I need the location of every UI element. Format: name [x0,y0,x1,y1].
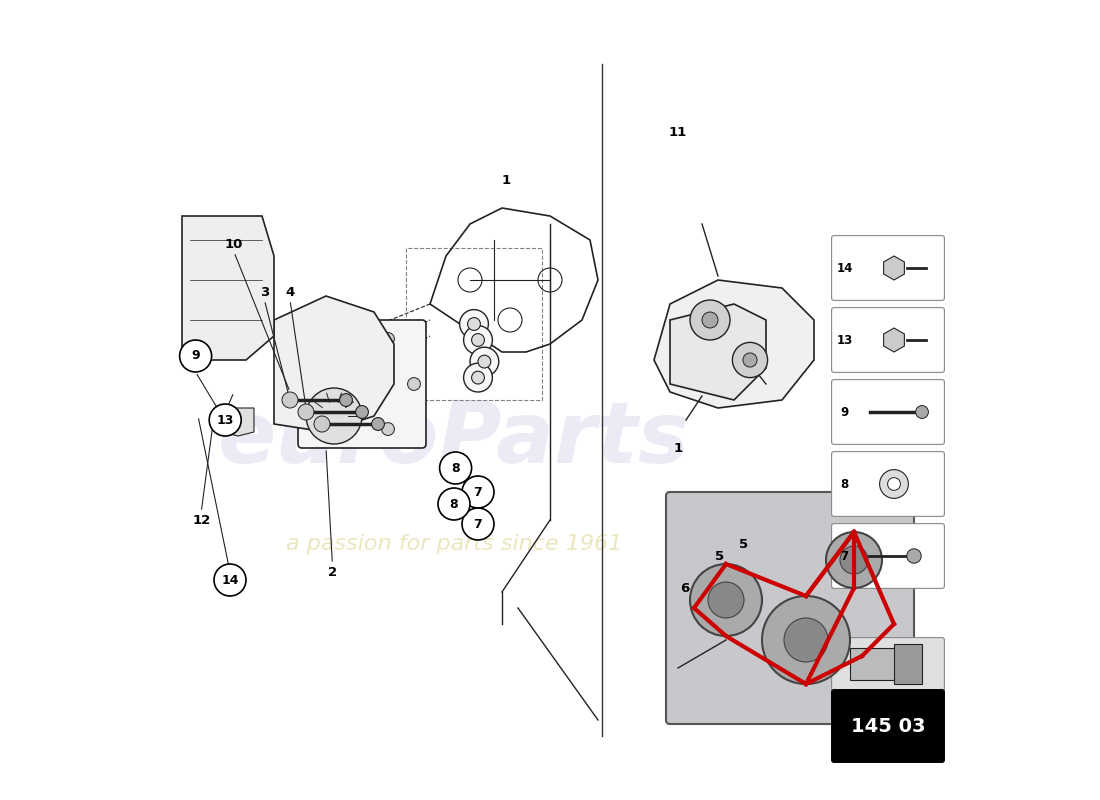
Polygon shape [883,256,904,280]
Text: 12: 12 [192,514,210,526]
Circle shape [468,318,481,330]
Text: euroParts: euroParts [218,398,690,482]
Polygon shape [222,408,254,436]
Circle shape [306,388,362,444]
Circle shape [330,422,342,435]
Polygon shape [654,280,814,408]
Circle shape [708,582,744,618]
Circle shape [880,470,909,498]
Circle shape [742,353,757,367]
Circle shape [478,355,491,368]
Polygon shape [182,216,274,360]
Text: 13: 13 [836,334,852,346]
Polygon shape [894,644,922,684]
Text: 11: 11 [668,126,686,138]
Polygon shape [850,648,902,680]
Circle shape [214,564,246,596]
Text: 9: 9 [840,406,848,418]
Circle shape [690,300,730,340]
FancyBboxPatch shape [832,638,945,694]
Circle shape [733,342,768,378]
Text: 14: 14 [221,574,239,586]
Polygon shape [883,328,904,352]
Circle shape [355,406,368,418]
Circle shape [762,596,850,684]
Text: a passion for parts since 1961: a passion for parts since 1961 [286,534,623,554]
Text: 8: 8 [840,478,848,490]
Circle shape [330,333,342,346]
FancyBboxPatch shape [832,690,945,762]
Circle shape [463,326,493,354]
FancyBboxPatch shape [832,308,945,373]
Circle shape [314,416,330,432]
Circle shape [463,363,493,392]
FancyBboxPatch shape [666,492,914,724]
Circle shape [382,333,395,346]
Circle shape [209,404,241,436]
Circle shape [906,549,921,563]
Text: 3: 3 [260,286,270,298]
Circle shape [690,564,762,636]
Text: 6: 6 [680,582,689,594]
Text: 4: 4 [285,286,295,298]
Circle shape [826,532,882,588]
FancyBboxPatch shape [832,380,945,444]
Text: 8: 8 [451,462,460,474]
Text: 1: 1 [502,174,510,186]
Bar [406,248,542,400]
Text: 1: 1 [673,442,683,454]
FancyBboxPatch shape [832,235,945,300]
Text: 5: 5 [739,538,748,550]
Text: 145 03: 145 03 [850,717,925,735]
Text: 14: 14 [836,262,852,274]
FancyBboxPatch shape [832,523,945,588]
Circle shape [888,478,901,490]
Text: 9: 9 [191,350,200,362]
Text: 5: 5 [715,550,724,562]
Circle shape [282,392,298,408]
Circle shape [462,508,494,540]
Circle shape [460,310,488,338]
Polygon shape [670,304,766,400]
FancyBboxPatch shape [298,320,426,448]
Text: 13: 13 [217,414,234,426]
Circle shape [382,422,395,435]
Circle shape [179,340,211,372]
Circle shape [372,418,384,430]
Circle shape [784,618,828,662]
Circle shape [304,378,317,390]
Circle shape [340,394,352,406]
Circle shape [440,452,472,484]
Circle shape [472,334,484,346]
Circle shape [298,404,314,420]
Text: 7: 7 [474,518,483,530]
Text: 2: 2 [328,566,337,578]
Text: 10: 10 [224,238,243,250]
Polygon shape [274,296,394,432]
Circle shape [408,378,420,390]
Text: 7: 7 [474,486,483,498]
Text: 8: 8 [450,498,459,510]
Circle shape [438,488,470,520]
FancyBboxPatch shape [832,451,945,517]
Circle shape [470,347,498,376]
Circle shape [462,476,494,508]
Text: 7: 7 [840,550,848,562]
Circle shape [702,312,718,328]
Circle shape [840,546,868,574]
Circle shape [472,371,484,384]
Circle shape [915,406,928,418]
